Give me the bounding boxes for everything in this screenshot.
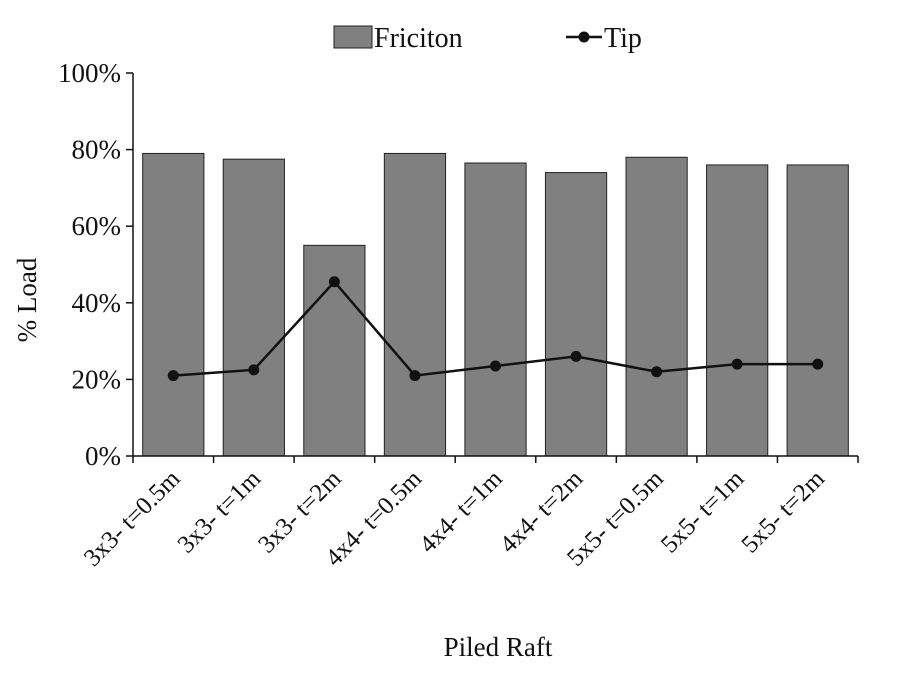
point-tip xyxy=(409,370,421,382)
x-tick-label: 4x4- t=1m xyxy=(414,465,508,559)
bar-friciton xyxy=(786,164,849,457)
point-tip xyxy=(812,358,824,370)
series-tip xyxy=(167,276,824,382)
legend-label-friciton: Friciton xyxy=(374,23,463,54)
y-tick-label: 0% xyxy=(85,441,121,471)
y-tick-label: 20% xyxy=(72,364,122,394)
y-axis-title: % Load xyxy=(12,257,42,342)
bar-friciton xyxy=(142,152,205,457)
point-tip xyxy=(651,366,663,378)
bar-friciton xyxy=(706,164,769,457)
bar-friciton xyxy=(464,162,527,457)
legend: Friciton Tip xyxy=(333,23,642,54)
point-tip xyxy=(731,358,743,370)
point-tip xyxy=(490,360,501,372)
point-tip xyxy=(167,370,179,382)
bar-friciton xyxy=(625,156,688,457)
legend-marker-tip xyxy=(578,31,590,43)
x-tick-label: 5x5- t=1m xyxy=(656,465,750,559)
y-tick-label: 100% xyxy=(58,58,121,88)
point-tip xyxy=(248,364,260,376)
bars-friciton xyxy=(142,152,849,457)
legend-label-tip: Tip xyxy=(604,23,642,54)
point-tip xyxy=(570,350,582,362)
bar-friciton xyxy=(222,158,285,457)
y-tick-label: 40% xyxy=(72,288,122,318)
legend-swatch-friciton xyxy=(333,25,373,49)
x-tick-label: 3x3- t=0.5m xyxy=(79,465,186,572)
x-tick-label: 3x3- t=1m xyxy=(173,465,267,559)
point-tip xyxy=(328,276,340,288)
bar-friciton xyxy=(383,152,447,457)
axes xyxy=(132,73,859,463)
x-axis-title: Piled Raft xyxy=(444,632,553,662)
bar-friciton xyxy=(544,172,608,457)
y-tick-label: 60% xyxy=(72,211,122,241)
y-axis-ticks: 0% 20% 40% 60% 80% 100% xyxy=(58,58,133,471)
y-tick-label: 80% xyxy=(72,135,122,165)
x-tick-label: 5x5- t=2m xyxy=(737,465,831,559)
